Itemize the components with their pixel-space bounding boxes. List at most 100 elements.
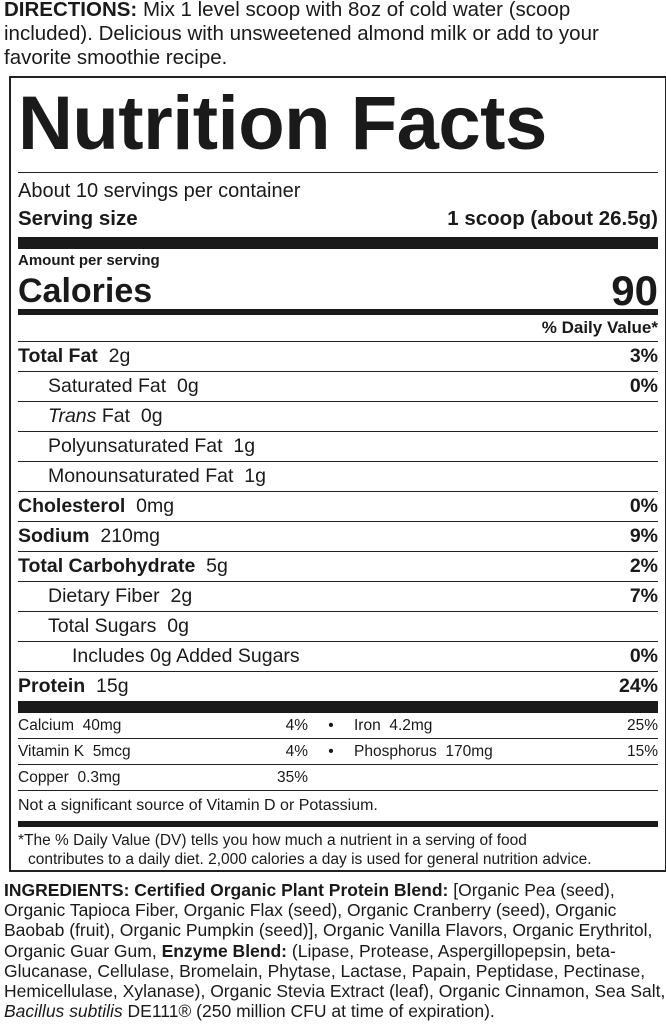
mineral-row: Vitamin K 5mcg 4% • Phosphorus 170mg 15% — [18, 739, 658, 765]
nutrient-daily-value: 0% — [629, 375, 658, 397]
nutrient-name: Dietary Fiber — [48, 585, 160, 607]
nutrient-row: Monounsaturated Fat 1g — [18, 462, 658, 492]
nutrient-daily-value: 7% — [629, 585, 658, 607]
calories-value: 90 — [611, 267, 658, 314]
nutrient-row: Sodium 210mg 9% — [18, 522, 658, 552]
serving-size-row: Serving size 1 scoop (about 26.5g) — [18, 205, 658, 233]
nutrient-amount: 1g — [244, 465, 266, 487]
nutrient-name: Sodium — [18, 525, 90, 547]
nutrient-row: Protein 15g 24% — [18, 672, 658, 701]
mineral-item: Copper 0.3mg 35% — [18, 765, 308, 790]
nutrient-label: Total Sugars 0g — [18, 612, 189, 641]
ingredient-segment: DE111® (250 million CFU at time of expir… — [122, 1001, 495, 1022]
medium-divider — [18, 821, 658, 827]
mineral-label: Vitamin K 5mcg — [18, 739, 131, 764]
nutrient-name: Cholesterol — [18, 495, 126, 517]
serving-size-value: 1 scoop (about 26.5g) — [447, 207, 658, 230]
footnote-line-2: contributes to a daily diet. 2,000 calor… — [28, 851, 592, 868]
nutrient-daily-value: 3% — [629, 345, 658, 367]
ingredient-segment: INGREDIENTS: Certified Organic Plant Pro… — [4, 880, 449, 900]
mineral-daily-value: 4% — [285, 717, 308, 734]
nutrient-row: Saturated Fat 0g 0% — [18, 372, 658, 402]
serving-size-label: Serving size — [18, 207, 138, 230]
mineral-row: Copper 0.3mg 35% — [18, 765, 658, 791]
nutrient-label: Protein 15g — [18, 672, 129, 701]
nutrient-amount: 15g — [96, 675, 129, 697]
nutrient-amount: 0g — [140, 405, 163, 427]
nutrient-label: Cholesterol 0mg — [18, 492, 174, 521]
bullet-separator: • — [328, 743, 334, 760]
mineral-name: Phosphorus — [354, 743, 437, 760]
ingredients: INGREDIENTS: Certified Organic Plant Pro… — [4, 880, 666, 1021]
footnote: *The % Daily Value (DV) tells you how mu… — [18, 831, 658, 869]
ingredient-segment: (Lipase, Protease, Aspergillopepsin, bet… — [4, 940, 666, 1002]
nutrient-label: Includes 0g Added Sugars — [18, 642, 311, 671]
mineral-name: Copper — [18, 769, 69, 786]
nutrient-name: Includes 0g Added Sugars — [72, 645, 300, 667]
directions: DIRECTIONS: Mix 1 level scoop with 8oz o… — [4, 0, 664, 70]
mineral-amount: 4.2mg — [389, 717, 433, 734]
bullet-separator: • — [328, 717, 334, 734]
daily-value-header: % Daily Value* — [18, 315, 658, 342]
nutrient-list: Total Fat 2g 3% Saturated Fat 0g 0% Trans Fa… — [18, 342, 658, 701]
nutrient-label: Polyunsaturated Fat 1g — [18, 432, 255, 461]
nutrient-label: Total Carbohydrate 5g — [18, 552, 228, 581]
nutrient-daily-value: 24% — [618, 675, 658, 697]
nutrient-row: Total Carbohydrate 5g 2% — [18, 552, 658, 582]
nutrient-amount: 0g — [167, 615, 189, 637]
nutrient-daily-value: 2% — [629, 555, 658, 577]
nutrition-facts-title: Nutrition Facts — [18, 80, 658, 173]
mineral-name: Calcium — [18, 717, 74, 734]
mineral-amount: 0.3mg — [77, 769, 121, 786]
nutrient-amount: 0g — [177, 375, 199, 397]
nutrient-amount: 5g — [206, 555, 228, 577]
directions-text: Mix 1 level scoop with 8oz of cold water… — [4, 0, 599, 69]
nutrient-row: Polyunsaturated Fat 1g — [18, 432, 658, 462]
nutrient-label: Monounsaturated Fat 1g — [18, 462, 266, 491]
mineral-item: Vitamin K 5mcg 4% — [18, 739, 308, 764]
ingredient-segment: Bacillus subtilis — [4, 1001, 123, 1022]
nutrient-label: Sodium 210mg — [18, 522, 160, 551]
directions-label: DIRECTIONS: — [4, 0, 138, 21]
mineral-label: Copper 0.3mg — [18, 765, 121, 790]
ingredient-segment: [Organic Pea (seed), Organic Tapioca Fib… — [4, 880, 653, 961]
calories-label: Calories — [18, 272, 153, 310]
mineral-name: Vitamin K — [18, 743, 85, 760]
nutrient-name: Polyunsaturated Fat — [48, 435, 223, 457]
nutrient-amount: 0mg — [136, 495, 175, 517]
nutrient-name: Monounsaturated Fat — [48, 465, 234, 487]
mineral-daily-value: 15% — [626, 743, 658, 760]
ingredient-segment: Enzyme Blend: — [161, 940, 288, 961]
thick-divider — [18, 237, 658, 249]
mineral-label: Calcium 40mg — [18, 713, 121, 738]
footnote-line-1: *The % Daily Value (DV) tells you how mu… — [18, 832, 527, 849]
calories-row: Calories 90 — [18, 267, 658, 314]
nutrient-name-suffix: Fat — [96, 405, 130, 427]
nutrient-daily-value: 0% — [629, 645, 658, 667]
nutrient-row: Total Fat 2g 3% — [18, 342, 658, 372]
nutrient-label: Dietary Fiber 2g — [18, 582, 192, 611]
mineral-item: Calcium 40mg 4% — [18, 713, 308, 738]
nutrient-name: Trans — [48, 405, 97, 427]
not-significant-note: Not a significant source of Vitamin D or… — [18, 797, 378, 814]
nutrient-row: Total Sugars 0g — [18, 612, 658, 642]
nutrient-row: Cholesterol 0mg 0% — [18, 492, 658, 522]
nutrient-amount: 210mg — [100, 525, 160, 547]
mineral-amount: 5mcg — [92, 743, 131, 760]
mineral-row: Calcium 40mg 4% • Iron 4.2mg 25% — [18, 713, 658, 739]
mineral-daily-value: 35% — [276, 769, 308, 786]
nutrient-row: Trans Fat 0g — [18, 402, 658, 432]
nutrition-facts-panel: Nutrition Facts About 10 servings per co… — [9, 76, 666, 872]
nutrient-name: Saturated Fat — [48, 375, 167, 397]
mineral-amount: 170mg — [445, 743, 493, 760]
nutrient-daily-value: 9% — [629, 525, 658, 547]
nutrient-row: Dietary Fiber 2g 7% — [18, 582, 658, 612]
nutrient-label: Trans Fat 0g — [18, 402, 163, 431]
mineral-name: Iron — [354, 717, 381, 734]
medium-divider — [18, 309, 658, 315]
mineral-daily-value: 25% — [626, 717, 658, 734]
nutrient-row: Includes 0g Added Sugars 0% — [18, 642, 658, 672]
nutrient-name: Total Carbohydrate — [18, 555, 196, 577]
nutrient-amount: 2g — [108, 345, 131, 367]
mineral-daily-value: 4% — [285, 743, 308, 760]
